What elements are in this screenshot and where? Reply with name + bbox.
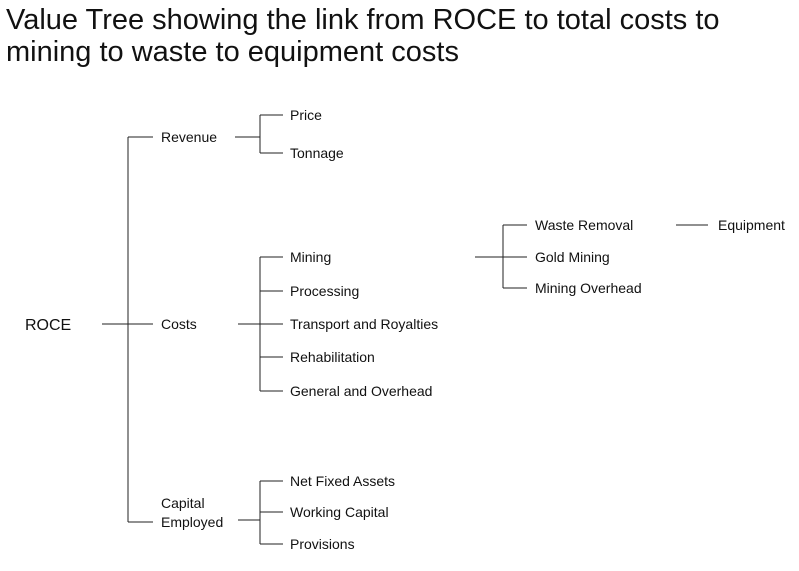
node-processing: Processing bbox=[290, 283, 359, 299]
node-mining: Mining bbox=[290, 249, 331, 265]
node-revenue: Revenue bbox=[161, 129, 217, 145]
node-tonnage: Tonnage bbox=[290, 145, 344, 161]
node-transport-and-royalties: Transport and Royalties bbox=[290, 316, 438, 332]
edges-mining bbox=[475, 224, 527, 289]
edges-root bbox=[102, 136, 153, 523]
edges-capital-employed bbox=[238, 480, 283, 545]
node-capital-employed-line1: Capital bbox=[161, 495, 205, 511]
diagram-title: Value Tree showing the link from ROCE to… bbox=[6, 4, 720, 68]
node-mining-overhead: Mining Overhead bbox=[535, 280, 642, 296]
node-capital-employed-line2: Employed bbox=[161, 514, 223, 530]
node-costs: Costs bbox=[161, 316, 197, 332]
node-waste-removal: Waste Removal bbox=[535, 217, 633, 233]
node-gold-mining: Gold Mining bbox=[535, 249, 610, 265]
edges-costs bbox=[238, 256, 283, 392]
node-net-fixed-assets: Net Fixed Assets bbox=[290, 473, 395, 489]
edges-revenue bbox=[235, 114, 283, 154]
node-provisions: Provisions bbox=[290, 536, 355, 552]
node-roce: ROCE bbox=[25, 317, 71, 334]
node-equipment: Equipment bbox=[718, 217, 785, 233]
node-working-capital: Working Capital bbox=[290, 504, 389, 520]
node-general-and-overhead: General and Overhead bbox=[290, 383, 432, 399]
node-rehabilitation: Rehabilitation bbox=[290, 349, 375, 365]
node-price: Price bbox=[290, 107, 322, 123]
